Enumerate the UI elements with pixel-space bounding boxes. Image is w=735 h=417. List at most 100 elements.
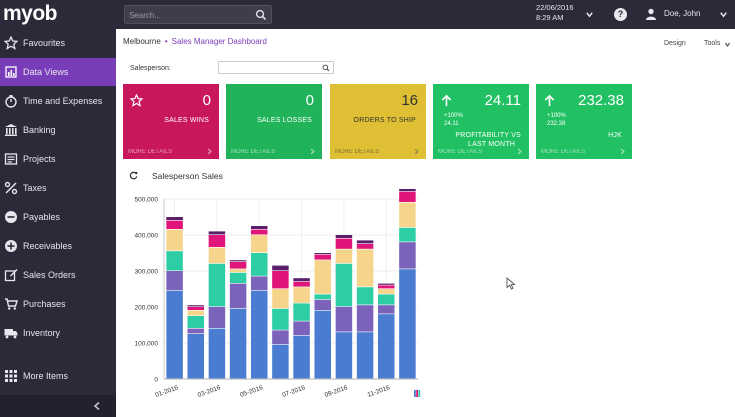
bar-segment (335, 238, 353, 249)
bar-segment (166, 220, 183, 229)
bar-segment (229, 269, 247, 273)
sidebar-item-payables[interactable]: Payables (0, 203, 116, 231)
kpi-tile-profitability[interactable]: 24.11 +100% 24.11 PROFITABILITY VS LAST … (433, 84, 529, 159)
sidebar-item-label: Data Views (23, 67, 69, 77)
bar-segment (272, 344, 289, 379)
kpi-tile-hjk[interactable]: 232.38 +100% 232.38 HJK MORE DETAILS (536, 84, 632, 159)
business-date[interactable]: 22/06/2016 8:29 AM (536, 3, 574, 23)
sidebar-item-data-views[interactable]: Data Views (0, 58, 116, 86)
sidebar-item-projects[interactable]: Projects (0, 145, 116, 173)
salesperson-selector[interactable] (218, 61, 334, 74)
search-icon[interactable] (255, 9, 267, 21)
cart-icon (5, 298, 18, 310)
kpi-label: SALES WINS (164, 117, 209, 124)
sidebar-item-sales-orders[interactable]: Sales Orders (0, 261, 116, 289)
more-details-link[interactable]: MORE DETAILS (541, 149, 586, 155)
bar-segment (187, 328, 205, 334)
more-details-link[interactable]: MORE DETAILS (128, 149, 173, 155)
bar-segment (356, 240, 374, 244)
kpi-change-value: 24.11 (444, 121, 459, 127)
x-tick-label: 11-2016 (367, 384, 392, 399)
chevron-down-icon[interactable] (724, 41, 731, 48)
chevron-right-icon[interactable] (516, 148, 523, 155)
more-details-link[interactable]: MORE DETAILS (335, 149, 380, 155)
user-name[interactable]: Doe, John (664, 9, 701, 18)
salesperson-sales-chart: 0 100,000 200,000 300,000 400,000 500,000 01-2… (135, 189, 421, 399)
kpi-change-percent: +100% (547, 113, 566, 119)
sidebar-item-favourites[interactable]: Favourites (0, 29, 116, 57)
kpi-tile-sales-wins[interactable]: 0 SALES WINS MORE DETAILS (123, 84, 219, 159)
bank-icon (5, 124, 17, 136)
bar-segment (314, 254, 332, 260)
sidebar-footer (0, 395, 116, 417)
kpi-label: PROFITABILITY VS LAST MONTH (455, 131, 521, 149)
chevron-right-icon[interactable] (619, 148, 626, 155)
bar-segment (377, 285, 395, 289)
tools-menu[interactable]: Tools (704, 40, 721, 47)
sidebar-item-inventory[interactable]: Inventory (0, 319, 116, 347)
x-tick-label: 03-2016 (197, 384, 222, 399)
search-input[interactable] (129, 8, 249, 22)
user-icon[interactable] (645, 8, 657, 20)
global-search[interactable] (124, 5, 272, 24)
sidebar-item-banking[interactable]: Banking (0, 116, 116, 144)
percent-icon (4, 181, 18, 195)
sidebar-item-purchases[interactable]: Purchases (0, 290, 116, 318)
y-tick-label: 0 (154, 377, 158, 384)
kpi-tile-orders-to-ship[interactable]: 16 ORDERS TO SHIP MORE DETAILS (330, 84, 426, 159)
bar-segment (314, 253, 332, 255)
sidebar-item-label: Receivables (23, 241, 73, 251)
bar-segment (399, 242, 416, 269)
grid-icon (5, 370, 17, 382)
bar-segment (356, 249, 374, 287)
chevron-right-icon[interactable] (206, 148, 213, 155)
chart-export-icon[interactable] (414, 390, 421, 397)
chevron-right-icon[interactable] (309, 148, 316, 155)
sidebar-item-label: Favourites (23, 38, 66, 48)
date-text: 22/06/2016 (536, 3, 574, 12)
more-details-link[interactable]: MORE DETAILS (231, 149, 276, 155)
search-icon[interactable] (322, 64, 330, 72)
breadcrumb-page[interactable]: Sales Manager Dashboard (171, 37, 267, 46)
sidebar-item-label: Purchases (23, 299, 66, 309)
kpi-label-line: PROFITABILITY VS (455, 132, 521, 139)
bar-segment (399, 189, 416, 192)
salesperson-input[interactable] (221, 63, 317, 73)
kpi-tile-sales-losses[interactable]: 0 SALES LOSSES MORE DETAILS (226, 84, 322, 159)
refresh-icon[interactable] (129, 171, 138, 180)
bar-segment (272, 271, 289, 289)
bar-segment (250, 276, 268, 291)
kpi-label: HJK (608, 132, 622, 139)
help-icon[interactable]: ? (614, 8, 627, 21)
bar-segment (229, 272, 247, 283)
breadcrumb-location[interactable]: Melbourne (123, 37, 161, 46)
kpi-value: 16 (401, 92, 418, 109)
chevron-down-icon[interactable] (719, 10, 728, 19)
chevron-right-icon[interactable] (413, 148, 420, 155)
sidebar-item-taxes[interactable]: Taxes (0, 174, 116, 202)
sidebar-item-more-items[interactable]: More Items (0, 362, 116, 390)
chevron-left-icon[interactable] (92, 401, 102, 411)
chart-title: Salesperson Sales (152, 171, 223, 181)
more-details-link[interactable]: MORE DETAILS (438, 149, 483, 155)
bar-segment (187, 334, 205, 379)
chevron-down-icon[interactable] (585, 10, 594, 19)
bar-segment (335, 332, 353, 379)
bar-segment (293, 287, 310, 303)
myob-logo[interactable]: myob (3, 2, 58, 25)
top-bar: myob 22/06/2016 8:29 AM ? Doe, John (0, 0, 735, 29)
sidebar-item-time-and-expenses[interactable]: Time and Expenses (0, 87, 116, 115)
star-icon (4, 36, 18, 50)
sidebar-item-receivables[interactable]: Receivables (0, 232, 116, 260)
design-button[interactable]: Design (664, 40, 686, 47)
y-tick-label: 400,000 (135, 233, 159, 240)
bar-segment (187, 305, 205, 307)
bar-segment (208, 328, 226, 379)
y-tick-label: 500,000 (135, 197, 159, 204)
sidebar-item-label: Banking (23, 125, 56, 135)
kpi-change-percent: +100% (444, 113, 463, 119)
bar-segment (187, 310, 205, 316)
bar-segment (335, 235, 353, 238)
plus-circle-icon (5, 240, 17, 252)
bar-segment (208, 263, 226, 307)
